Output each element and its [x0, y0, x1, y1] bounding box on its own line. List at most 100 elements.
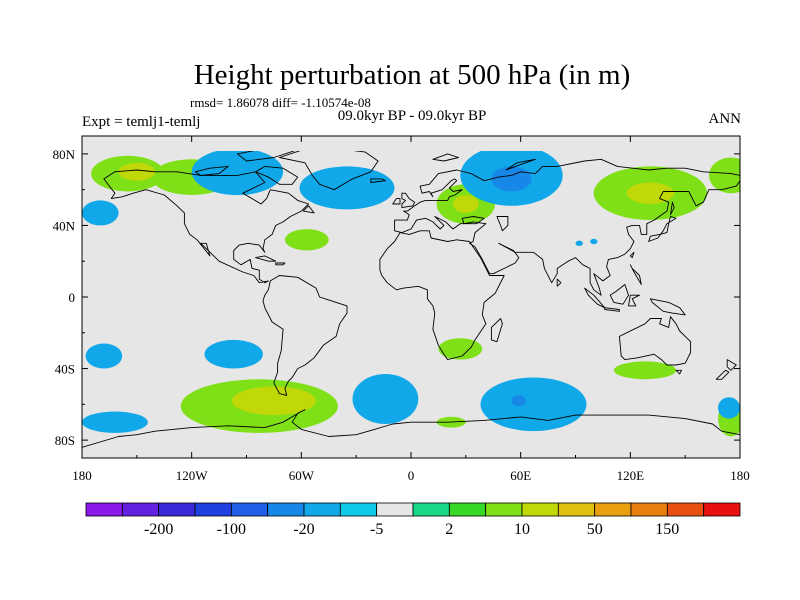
- colorbar-label: 2: [445, 521, 453, 538]
- anomaly-region-negative-26: [718, 397, 740, 419]
- coastline-caspian: [496, 216, 509, 232]
- colorbar-box-5: [267, 502, 305, 517]
- anomaly-region-positive-3: [284, 229, 329, 251]
- coastline-novaya-zemlya: [505, 158, 536, 171]
- colorbar-box-2: [158, 502, 196, 517]
- colorbar-box-8: [376, 502, 414, 517]
- coastline-tasmania: [675, 369, 682, 375]
- anomaly-region-negative-21: [204, 339, 263, 369]
- coastline-sakhalin: [670, 201, 675, 216]
- coastline-philippines: [629, 264, 642, 285]
- x-tick-label: 180: [730, 468, 750, 483]
- coastline-svalbard: [432, 153, 459, 162]
- anomaly-region-negative-16: [299, 166, 395, 210]
- y-tick-label: 80S: [55, 433, 75, 448]
- x-axis: 180 120W 60W 0 60E 120E 180: [72, 136, 750, 483]
- colorbar-box-12: [521, 502, 559, 517]
- colorbar-box-10: [448, 502, 487, 517]
- x-tick-label: 180: [72, 468, 92, 483]
- coastline-baffin: [255, 165, 299, 185]
- colorbar: -200 -100 -20 -5 2 10 50 150: [85, 502, 741, 538]
- anomaly-region-positive-7: [626, 182, 675, 204]
- coastlines: [82, 151, 740, 448]
- y-tick-label: 80N: [53, 147, 76, 162]
- anomaly-region-positive-12: [231, 386, 316, 416]
- anomaly-region-negative-18: [491, 166, 532, 192]
- coastline-sri-lanka: [556, 278, 562, 287]
- x-tick-label: 120W: [176, 468, 209, 483]
- coastline-new-guinea: [649, 298, 686, 316]
- anomaly-region-positive-10: [613, 361, 677, 380]
- colorbar-box-16: [666, 502, 705, 517]
- coastline-hispaniola: [275, 262, 286, 266]
- colorbar-label: 150: [655, 521, 679, 538]
- coastline-cuba: [255, 255, 277, 262]
- coastline-ireland: [392, 198, 401, 205]
- coastline-africa: [379, 230, 505, 361]
- coastline-new-zealand-s: [715, 369, 730, 380]
- period-label: 09.0kyr BP - 09.0kyr BP: [338, 108, 487, 124]
- x-tick-label: 60W: [289, 468, 315, 483]
- coastline-ellesmere: [236, 151, 296, 162]
- colorbar-box-0: [85, 502, 123, 517]
- anomaly-region-negative-23: [480, 377, 587, 432]
- colorbar-box-17: [703, 502, 741, 517]
- y-tick-label: 40S: [55, 362, 75, 377]
- anomaly-region-negative-27: [575, 240, 583, 246]
- colorbar-label: -200: [144, 521, 173, 538]
- coastline-greenland: [278, 151, 379, 191]
- anomaly-region-positive-8: [709, 157, 740, 194]
- rmsd-label: rmsd= 1.86078 diff= -1.10574e-08: [190, 95, 371, 110]
- experiment-label: Expt = temlj1-temlj: [82, 114, 200, 130]
- coastline-victoria: [194, 165, 229, 176]
- anomaly-region-negative-22: [352, 374, 419, 424]
- y-tick-label: 40N: [53, 218, 76, 233]
- anomaly-region-negative-20: [85, 343, 123, 369]
- x-tick-label: 120E: [617, 468, 645, 483]
- colorbar-box-3: [194, 502, 232, 517]
- coastline-new-zealand-n: [726, 359, 737, 371]
- coastline-newfoundland: [302, 205, 315, 214]
- x-tick-label: 0: [408, 468, 415, 483]
- anomaly-region-positive-5: [453, 195, 479, 213]
- x-tick-label: 60E: [510, 468, 531, 483]
- coastline-north-america: [103, 169, 310, 284]
- season-label: ANN: [709, 111, 742, 127]
- colorbar-label: -5: [370, 521, 383, 538]
- coastline-madagascar: [490, 318, 503, 343]
- colorbar-box-4: [230, 502, 269, 517]
- colorbar-box-13: [557, 502, 596, 517]
- coastline-sumatra: [584, 287, 606, 309]
- colorbar-box-1: [121, 502, 160, 517]
- coastline-japan: [648, 216, 677, 242]
- colorbar-label: -20: [293, 521, 314, 538]
- colorbar-box-11: [485, 502, 523, 517]
- anomaly-region-positive-9: [438, 338, 483, 360]
- coastline-sulawesi: [628, 294, 640, 307]
- colorbar-label: -100: [217, 521, 246, 538]
- anomaly-region-negative-25: [82, 411, 148, 433]
- coastline-eurasia: [394, 158, 740, 296]
- chart-title: Height perturbation at 500 hPa (in m): [194, 59, 631, 91]
- coastline-antarctica: [82, 409, 740, 448]
- y-tick-label: 0: [69, 290, 76, 305]
- coastline-black-sea: [461, 216, 485, 225]
- colorbar-label: 10: [514, 521, 530, 538]
- colorbar-box-14: [594, 502, 632, 517]
- coastline-australia: [618, 316, 692, 366]
- colorbar-box-15: [630, 502, 668, 517]
- anomaly-region-negative-19: [82, 200, 119, 226]
- anomaly-region-positive-2: [118, 162, 156, 181]
- anomaly-region-negative-28: [590, 238, 598, 245]
- colorbar-box-9: [412, 502, 450, 517]
- coastline-java: [604, 307, 620, 312]
- coastline-great-britain: [401, 192, 416, 209]
- anomaly-region-negative-24: [511, 395, 527, 407]
- colorbar-box-6: [303, 502, 341, 517]
- colorbar-label: 50: [587, 521, 603, 538]
- coastline-south-america: [262, 275, 348, 396]
- y-axis: 80N 40N 0 40S 80S: [53, 147, 740, 448]
- coastline-iceland: [370, 178, 386, 183]
- anomaly-regions: [82, 151, 740, 437]
